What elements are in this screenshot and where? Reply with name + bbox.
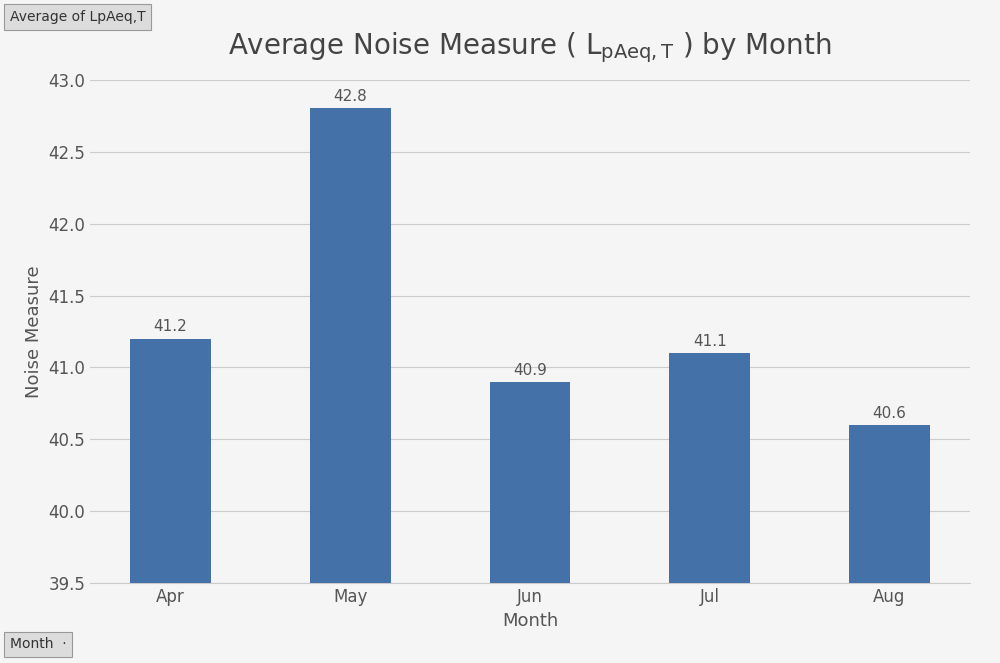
Bar bbox=[490, 382, 570, 663]
Bar bbox=[669, 353, 750, 663]
Text: 40.6: 40.6 bbox=[873, 406, 906, 421]
X-axis label: Month: Month bbox=[502, 612, 558, 630]
Text: 41.1: 41.1 bbox=[693, 333, 727, 349]
Bar bbox=[310, 108, 391, 663]
Text: 40.9: 40.9 bbox=[513, 363, 547, 377]
Title: Average Noise Measure ( $\mathregular{L_{pAeq,T}}$ ) by Month: Average Noise Measure ( $\mathregular{L_… bbox=[228, 30, 832, 66]
Bar bbox=[130, 339, 211, 663]
Text: 41.2: 41.2 bbox=[154, 320, 187, 334]
Text: Average of LpAeq,T: Average of LpAeq,T bbox=[10, 10, 146, 24]
Y-axis label: Noise Measure: Noise Measure bbox=[25, 265, 43, 398]
Text: 42.8: 42.8 bbox=[333, 89, 367, 104]
Text: Month  ·: Month · bbox=[10, 637, 67, 651]
Bar bbox=[849, 425, 930, 663]
